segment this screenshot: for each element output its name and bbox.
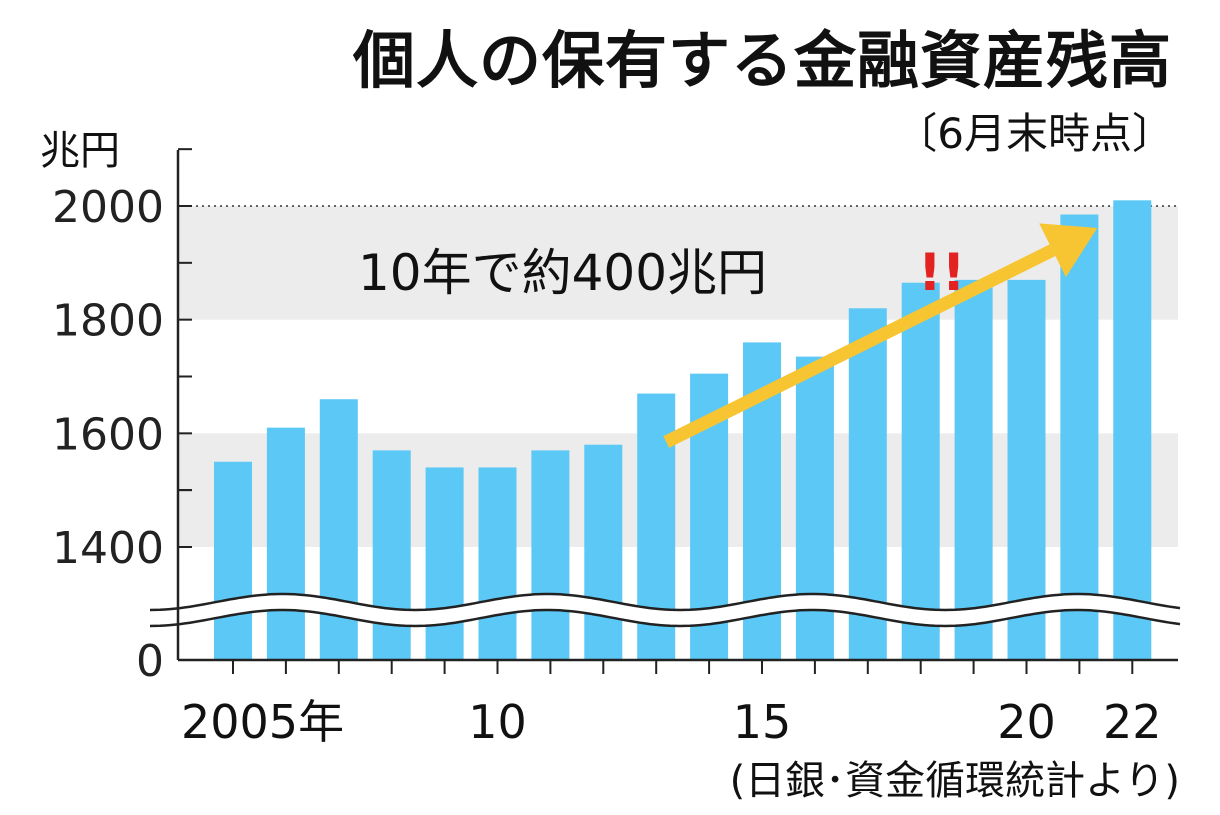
x-tick-label: 10 bbox=[468, 695, 527, 749]
x-tick-label: 15 bbox=[733, 695, 792, 749]
axis-break-gap bbox=[149, 594, 1182, 627]
annotation-label: 10年で約400兆円 bbox=[358, 244, 767, 302]
chart-subtitle: 〔6月末時点〕 bbox=[895, 109, 1174, 158]
x-tick-label: 22 bbox=[1103, 695, 1162, 749]
bar bbox=[531, 450, 570, 660]
bar bbox=[954, 279, 993, 660]
bar bbox=[1060, 214, 1099, 660]
axis-break-line bbox=[149, 608, 1181, 628]
bar bbox=[795, 356, 834, 660]
y-tick-label: 1400 bbox=[52, 523, 164, 574]
bar bbox=[478, 467, 517, 660]
bar bbox=[266, 427, 305, 660]
trend-arrow-shaft bbox=[663, 244, 1056, 448]
y-tick-label: 1800 bbox=[52, 296, 164, 347]
bar bbox=[319, 399, 358, 660]
y-tick-label: 2000 bbox=[52, 182, 164, 233]
bar bbox=[584, 444, 623, 660]
trend-arrow-head bbox=[1039, 223, 1098, 278]
bar bbox=[1113, 200, 1152, 661]
chart-title: 個人の保有する金融資産残高 bbox=[352, 24, 1172, 97]
source-note: (日銀･資金循環統計より) bbox=[729, 758, 1180, 804]
bar bbox=[214, 461, 252, 660]
x-tick-label: 2005年 bbox=[181, 695, 344, 749]
x-tick-label: 20 bbox=[997, 695, 1056, 749]
axis-break-line bbox=[149, 592, 1181, 612]
annotation-emphasis: !! bbox=[918, 243, 965, 303]
y-tick-label: 1600 bbox=[52, 409, 164, 460]
bar bbox=[901, 282, 940, 660]
bar bbox=[372, 450, 411, 660]
y-axis-unit-label: 兆円 bbox=[40, 128, 120, 174]
y-tick-label: 0 bbox=[136, 636, 164, 687]
bar bbox=[425, 467, 464, 660]
